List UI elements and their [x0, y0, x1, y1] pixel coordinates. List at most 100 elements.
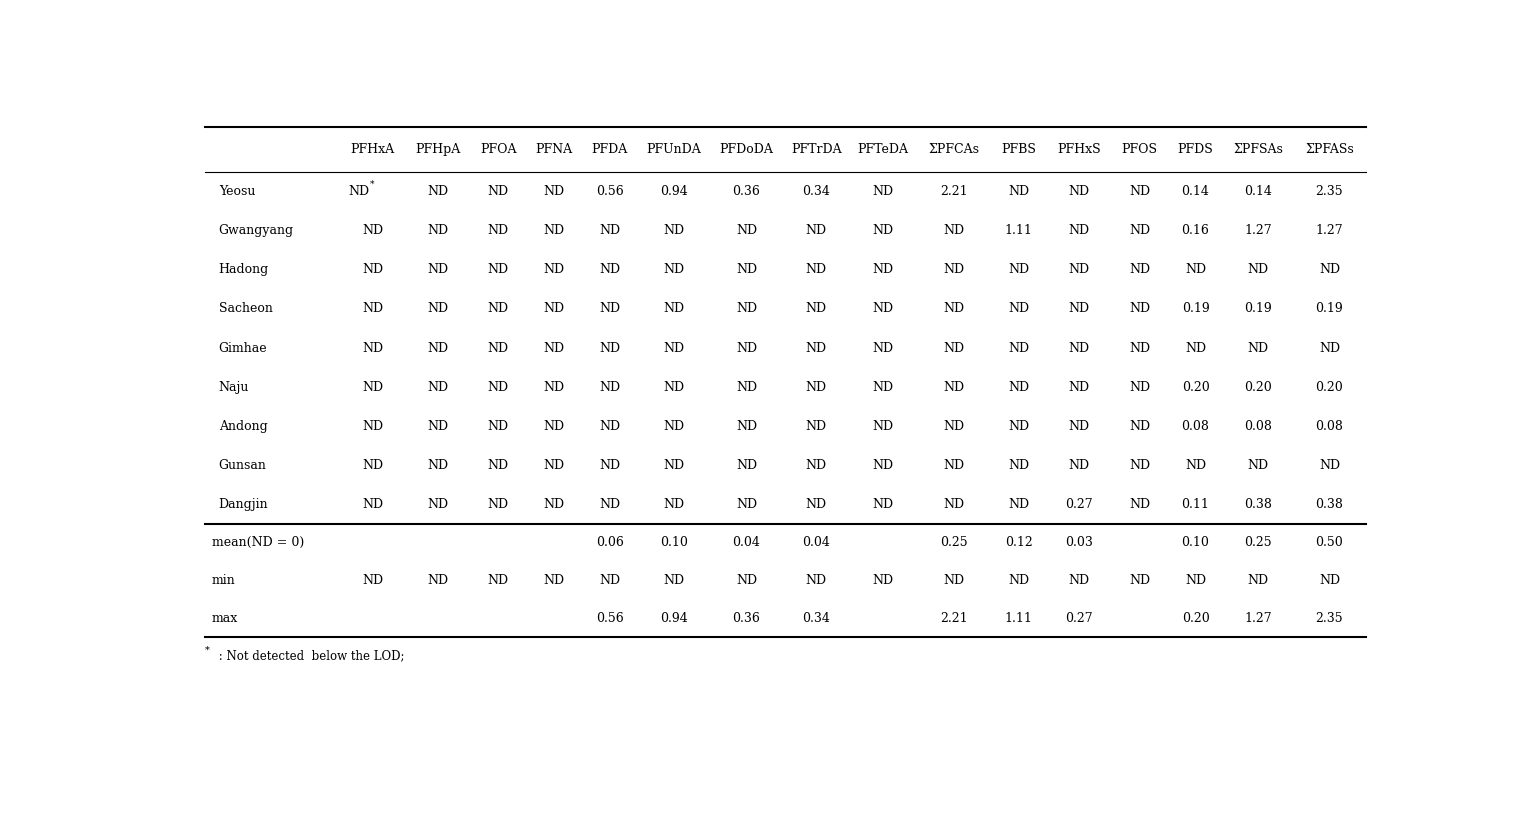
- Text: 0.20: 0.20: [1181, 612, 1210, 625]
- Text: ND: ND: [599, 302, 620, 315]
- Text: 0.12: 0.12: [1005, 536, 1033, 550]
- Text: ND: ND: [1186, 264, 1206, 276]
- Text: Gunsan: Gunsan: [219, 459, 266, 472]
- Text: 0.38: 0.38: [1316, 498, 1343, 511]
- Text: 2.21: 2.21: [940, 612, 967, 625]
- Text: 0.03: 0.03: [1065, 536, 1093, 550]
- Text: 0.38: 0.38: [1244, 498, 1273, 511]
- Text: ND: ND: [428, 419, 448, 432]
- Text: ND: ND: [1068, 224, 1089, 238]
- Text: ND: ND: [599, 264, 620, 276]
- Text: 0.10: 0.10: [660, 536, 688, 550]
- Text: PFTrDA: PFTrDA: [792, 143, 842, 156]
- Text: ND: ND: [487, 264, 509, 276]
- Text: ND: ND: [1129, 381, 1151, 394]
- Text: 0.19: 0.19: [1316, 302, 1343, 315]
- Text: Hadong: Hadong: [219, 264, 269, 276]
- Text: 0.50: 0.50: [1316, 536, 1343, 550]
- Text: ΣPFASs: ΣPFASs: [1305, 143, 1354, 156]
- Text: ND: ND: [663, 264, 685, 276]
- Text: ND: ND: [487, 224, 509, 238]
- Text: 0.34: 0.34: [802, 185, 830, 198]
- Text: ND: ND: [736, 498, 756, 511]
- Text: ND: ND: [805, 498, 827, 511]
- Text: ND: ND: [1129, 224, 1151, 238]
- Text: ND: ND: [544, 498, 564, 511]
- Text: ND: ND: [428, 224, 448, 238]
- Text: 1.27: 1.27: [1316, 224, 1343, 238]
- Text: ND: ND: [1008, 459, 1030, 472]
- Text: 2.21: 2.21: [940, 185, 967, 198]
- Text: ND: ND: [872, 185, 894, 198]
- Text: ND: ND: [544, 264, 564, 276]
- Text: ND: ND: [599, 574, 620, 587]
- Text: 0.25: 0.25: [1244, 536, 1273, 550]
- Text: 1.27: 1.27: [1244, 224, 1273, 238]
- Text: ND: ND: [428, 498, 448, 511]
- Text: ND: ND: [1129, 574, 1151, 587]
- Text: ND: ND: [599, 419, 620, 432]
- Text: 0.19: 0.19: [1181, 302, 1210, 315]
- Text: 0.06: 0.06: [596, 536, 623, 550]
- Text: ND: ND: [736, 224, 756, 238]
- Text: ND: ND: [487, 342, 509, 355]
- Text: ND: ND: [1248, 459, 1268, 472]
- Text: PFDoDA: PFDoDA: [720, 143, 773, 156]
- Text: *: *: [370, 179, 374, 188]
- Text: ND: ND: [362, 459, 384, 472]
- Text: PFNA: PFNA: [535, 143, 573, 156]
- Text: ND: ND: [428, 185, 448, 198]
- Text: 0.19: 0.19: [1244, 302, 1273, 315]
- Text: 0.27: 0.27: [1065, 498, 1093, 511]
- Text: 0.14: 0.14: [1181, 185, 1210, 198]
- Text: ND: ND: [1008, 574, 1030, 587]
- Text: 0.25: 0.25: [940, 536, 967, 550]
- Text: ND: ND: [1319, 574, 1340, 587]
- Text: ND: ND: [663, 459, 685, 472]
- Text: ND: ND: [487, 419, 509, 432]
- Text: ND: ND: [362, 419, 384, 432]
- Text: 0.36: 0.36: [732, 185, 761, 198]
- Text: ND: ND: [1008, 302, 1030, 315]
- Text: max: max: [212, 612, 238, 625]
- Text: ND: ND: [872, 419, 894, 432]
- Text: PFOS: PFOS: [1122, 143, 1158, 156]
- Text: 0.36: 0.36: [732, 612, 761, 625]
- Text: ND: ND: [428, 574, 448, 587]
- Text: ND: ND: [362, 342, 384, 355]
- Text: ND: ND: [1068, 574, 1089, 587]
- Text: ND: ND: [872, 459, 894, 472]
- Text: ND: ND: [663, 342, 685, 355]
- Text: PFOA: PFOA: [480, 143, 516, 156]
- Text: 0.10: 0.10: [1181, 536, 1210, 550]
- Text: ND: ND: [1068, 302, 1089, 315]
- Text: Dangjin: Dangjin: [219, 498, 269, 511]
- Text: ND: ND: [872, 342, 894, 355]
- Text: ND: ND: [1068, 381, 1089, 394]
- Text: ND: ND: [943, 342, 964, 355]
- Text: ND: ND: [599, 381, 620, 394]
- Text: ND: ND: [1186, 459, 1206, 472]
- Text: ΣPFCAs: ΣPFCAs: [929, 143, 979, 156]
- Text: 0.08: 0.08: [1244, 419, 1273, 432]
- Text: ND: ND: [872, 264, 894, 276]
- Text: ND: ND: [487, 381, 509, 394]
- Text: ND: ND: [1008, 185, 1030, 198]
- Text: ND: ND: [1248, 574, 1268, 587]
- Text: ND: ND: [428, 342, 448, 355]
- Text: ND: ND: [663, 224, 685, 238]
- Text: ND: ND: [1008, 419, 1030, 432]
- Text: ND: ND: [663, 302, 685, 315]
- Text: ND: ND: [544, 224, 564, 238]
- Text: ND: ND: [943, 264, 964, 276]
- Text: ND: ND: [599, 224, 620, 238]
- Text: ND: ND: [1186, 342, 1206, 355]
- Text: ND: ND: [805, 381, 827, 394]
- Text: ND: ND: [736, 459, 756, 472]
- Text: ND: ND: [805, 342, 827, 355]
- Text: PFDS: PFDS: [1178, 143, 1213, 156]
- Text: ND: ND: [428, 459, 448, 472]
- Text: 0.04: 0.04: [802, 536, 830, 550]
- Text: ND: ND: [1129, 459, 1151, 472]
- Text: ND: ND: [736, 342, 756, 355]
